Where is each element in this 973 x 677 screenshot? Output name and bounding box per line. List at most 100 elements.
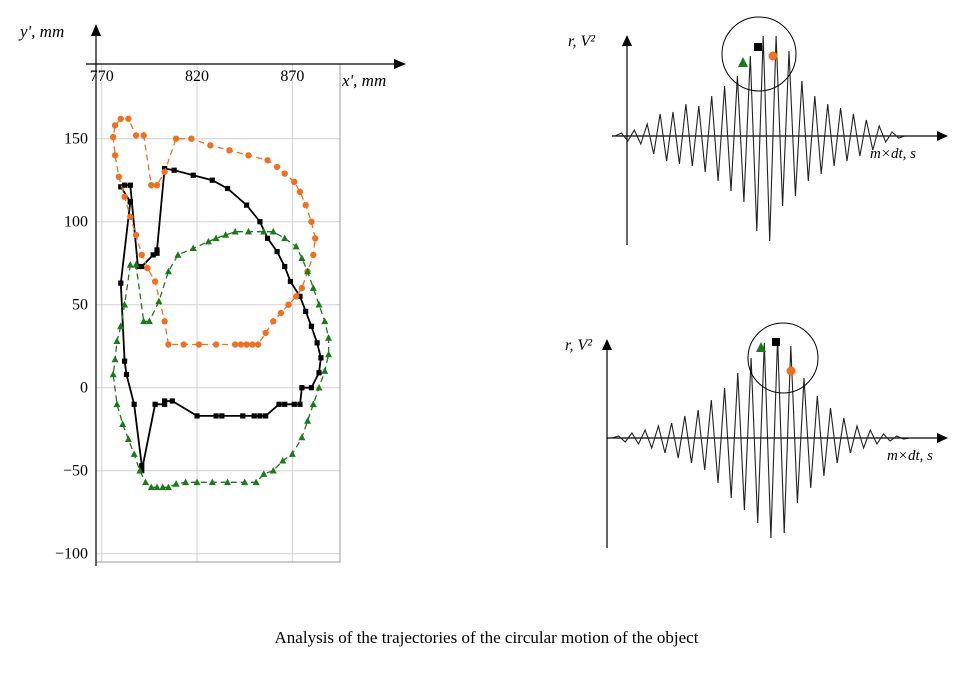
data-point: [309, 284, 317, 291]
data-point: [161, 318, 168, 325]
data-point: [126, 261, 134, 268]
data-point: [131, 401, 137, 407]
data-point: [321, 367, 329, 374]
data-point: [165, 341, 172, 348]
data-point: [224, 185, 231, 192]
series-line: [112, 118, 316, 346]
data-point: [154, 250, 160, 256]
data-point: [249, 341, 256, 348]
trajectory-plot: y', mm x', mm 770 820 870 150 100 50 0 −50 −100: [18, 22, 406, 566]
data-point: [154, 247, 160, 253]
signal-line: [614, 35, 906, 242]
data-point: [117, 115, 124, 122]
data-point: [109, 370, 117, 378]
data-point: [139, 463, 145, 469]
data-point: [123, 371, 130, 378]
data-point: [251, 413, 257, 419]
data-point: [264, 235, 271, 241]
data-point: [164, 483, 172, 491]
data-point: [299, 385, 305, 391]
x-axis-label: m×dt, s: [887, 448, 933, 464]
data-point: [308, 218, 315, 225]
data-point: [162, 398, 168, 404]
data-point: [222, 231, 230, 238]
y-axis-label: y', mm: [18, 22, 64, 41]
data-point: [132, 132, 140, 139]
data-point: [304, 267, 312, 275]
data-point: [118, 280, 124, 286]
data-point: [140, 132, 147, 139]
data-point: [121, 182, 128, 188]
series-circle: [109, 115, 319, 348]
data-point: [318, 355, 324, 361]
data-point: [302, 201, 309, 209]
data-point: [144, 264, 151, 272]
data-point: [245, 227, 252, 235]
series-line: [119, 167, 322, 471]
data-point: [281, 170, 288, 177]
data-point: [231, 341, 239, 348]
data-point: [151, 278, 159, 285]
data-point: [124, 435, 132, 442]
data-point: [155, 297, 163, 305]
data-point: [139, 263, 145, 270]
y-tick-label: 100: [64, 214, 88, 231]
data-point: [148, 181, 155, 189]
x-axis-label: x', mm: [341, 71, 386, 90]
data-point: [274, 248, 280, 255]
data-point: [279, 456, 287, 464]
data-point: [140, 317, 148, 325]
data-point: [260, 227, 268, 235]
data-point: [257, 413, 263, 419]
data-point: [231, 227, 239, 235]
data-point: [314, 340, 320, 346]
data-point: [113, 337, 121, 345]
data-point: [325, 350, 333, 358]
data-point: [130, 450, 138, 457]
data-point: [190, 172, 196, 178]
data-point: [121, 193, 128, 200]
peak-marker-square: [754, 43, 762, 51]
peak-marker-circle: [768, 51, 778, 61]
data-point: [224, 478, 232, 486]
data-point: [125, 115, 132, 122]
data-point: [241, 478, 249, 486]
y-axis-label: r, V²: [565, 337, 593, 354]
y-tick-label: −50: [63, 463, 88, 480]
data-point: [204, 237, 212, 245]
data-point: [285, 301, 292, 308]
data-point: [282, 263, 288, 270]
data-point: [162, 401, 168, 407]
y-axis-label: r, V²: [568, 33, 596, 50]
data-point: [262, 329, 269, 337]
data-point: [164, 267, 172, 275]
data-point: [273, 163, 281, 171]
data-point: [193, 478, 201, 486]
data-point: [325, 334, 333, 341]
data-point: [296, 188, 304, 196]
data-point: [308, 323, 315, 329]
data-point: [288, 450, 296, 457]
data-point: [269, 227, 277, 235]
data-point: [188, 135, 195, 142]
data-point: [257, 219, 263, 225]
data-point: [254, 341, 262, 348]
data-point: [136, 466, 144, 474]
data-point: [115, 173, 123, 181]
peak-marker-circle: [786, 366, 796, 376]
x-tick-label: 870: [280, 68, 304, 85]
data-point: [237, 341, 245, 348]
data-point: [111, 152, 119, 159]
data-point: [118, 184, 124, 190]
data-point: [316, 370, 322, 376]
data-point: [297, 293, 303, 299]
data-point: [226, 147, 233, 154]
x-axis-label: m×dt, s: [870, 146, 916, 162]
data-point: [212, 341, 220, 348]
data-point: [162, 165, 168, 172]
data-point: [127, 182, 133, 188]
data-point: [159, 483, 167, 491]
correlation-plot-bottom: r, V² m×dt, s: [565, 322, 948, 548]
data-point: [321, 317, 329, 325]
data-point: [276, 401, 282, 407]
